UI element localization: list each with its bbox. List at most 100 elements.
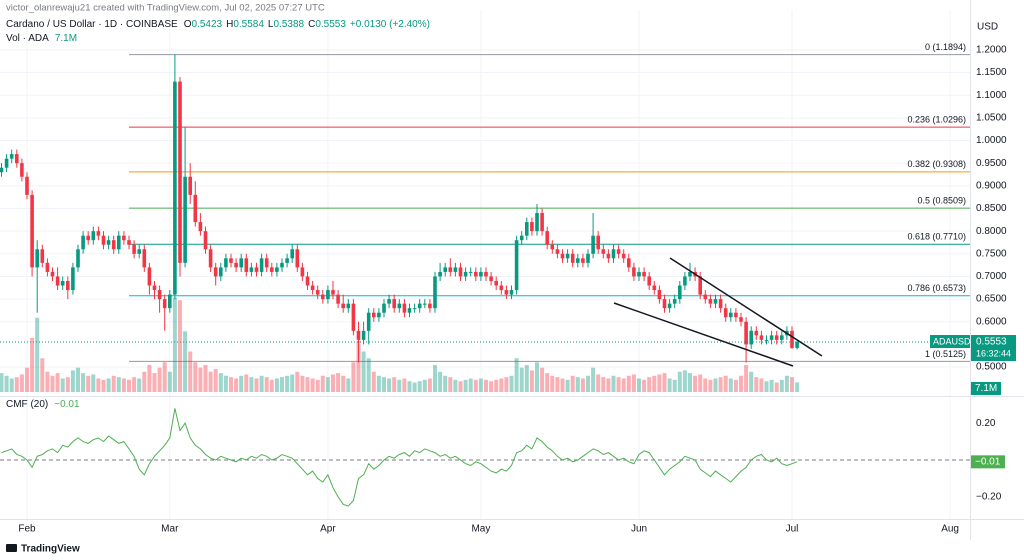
- volume-bar: [733, 379, 738, 392]
- volume-bar: [280, 377, 284, 392]
- volume-bar: [759, 378, 764, 392]
- candle-body: [229, 258, 233, 263]
- volume-bar: [213, 369, 218, 392]
- candle-body: [433, 276, 437, 309]
- candle-body: [270, 267, 274, 272]
- volume-bar: [591, 367, 596, 392]
- y-tick-label: 0.5000: [976, 362, 1007, 373]
- volume-bar: [560, 378, 565, 392]
- candle-body: [759, 335, 764, 340]
- volume-bar: [76, 367, 80, 392]
- candle-body: [576, 258, 580, 263]
- volume-bar: [790, 377, 794, 392]
- volume-bar: [749, 371, 754, 392]
- candle-body: [290, 249, 294, 259]
- volume-bar: [438, 371, 443, 392]
- y-tick-label: 0.7500: [976, 248, 1007, 259]
- candle-body: [219, 267, 223, 277]
- candle-body: [372, 312, 376, 318]
- candle-body: [570, 253, 575, 263]
- volume-bar: [779, 379, 784, 392]
- candle-body: [50, 271, 55, 277]
- y-tick-label: 0.8000: [976, 226, 1007, 237]
- fib-label: 0.618 (0.7710): [907, 232, 966, 242]
- candle-body: [494, 280, 498, 286]
- volume-bar: [667, 378, 672, 392]
- candle-body: [509, 290, 514, 295]
- candle-body: [565, 253, 570, 259]
- volume-bar: [132, 377, 137, 392]
- volume-bar: [70, 370, 75, 392]
- y-tick-label: 0.9500: [976, 158, 1007, 169]
- x-tick-label: Feb: [18, 524, 36, 535]
- volume-bar: [580, 378, 585, 392]
- volume-bar: [65, 377, 70, 392]
- candle-body: [769, 335, 774, 340]
- fib-label: 0.5 (0.8509): [917, 195, 966, 205]
- volume-bar: [535, 362, 539, 392]
- candle-body: [616, 249, 621, 254]
- volume-bar: [677, 371, 682, 392]
- candle-body: [407, 308, 412, 313]
- axis-layer: 1.2000 1.1500 1.1000 1.0500 1.0000 0.9500 0.90…: [18, 45, 1016, 535]
- volume-bar: [315, 379, 320, 392]
- candle-body: [45, 262, 50, 272]
- y-tick-label: 0.6500: [976, 294, 1007, 305]
- volume-bar: [550, 375, 555, 392]
- volume-bar: [300, 375, 305, 392]
- countdown: 16:32:44: [976, 348, 1011, 358]
- brand-name: TradingView: [21, 544, 80, 555]
- legend-row: Cardano / US Dollar · 1D · COINBASE O0.54…: [6, 19, 430, 30]
- volume-bar: [254, 378, 259, 392]
- candle-body: [377, 312, 381, 318]
- volume-bar: [540, 367, 545, 392]
- grid-layer: [0, 10, 970, 519]
- volume-bar: [14, 377, 19, 392]
- volume-bar: [229, 377, 233, 392]
- volume-bar: [468, 378, 473, 392]
- symbol-tag: ADAUSD: [933, 336, 971, 346]
- candle-body: [458, 267, 463, 277]
- volume-bar: [147, 365, 152, 392]
- candle-body: [703, 294, 708, 300]
- volume-bar: [596, 374, 601, 392]
- candle-body: [647, 276, 651, 286]
- open-letter: O: [184, 19, 192, 30]
- candle-body: [683, 276, 687, 286]
- candle-layer: [0, 54, 970, 363]
- volume-bar: [662, 373, 667, 392]
- cmf-tag: −0.01: [975, 456, 1001, 467]
- candle-body: [351, 303, 356, 331]
- candle-body: [412, 308, 417, 310]
- fib-label: 1 (0.5125): [925, 349, 966, 359]
- candle-body: [392, 299, 396, 309]
- volume-bar: [162, 362, 167, 392]
- candle-body: [346, 303, 351, 309]
- volume-bar: [86, 375, 91, 392]
- candle-body: [366, 312, 371, 331]
- volume-bar: [371, 371, 376, 392]
- candle-body: [780, 335, 784, 340]
- low-value: 0.5388: [273, 19, 304, 30]
- candle-body: [183, 176, 187, 263]
- y-tick-label: 0.8500: [976, 203, 1007, 214]
- candle-body: [652, 285, 657, 291]
- candle-body: [35, 249, 39, 268]
- volume-bar: [713, 378, 718, 392]
- candle-body: [734, 312, 738, 318]
- volume-bar: [91, 374, 96, 392]
- candle-body: [525, 222, 529, 236]
- candle-body: [111, 240, 116, 250]
- volume-bar: [19, 374, 24, 392]
- candle-body: [428, 303, 432, 309]
- volume-bar: [601, 377, 606, 392]
- volume-title: Vol · ADA: [6, 33, 49, 44]
- volume-bar: [218, 373, 223, 392]
- volume-bar: [458, 381, 463, 392]
- candle-body: [657, 290, 662, 300]
- volume-bar: [361, 351, 366, 392]
- volume-bar: [376, 375, 381, 392]
- volume-bar: [387, 378, 392, 392]
